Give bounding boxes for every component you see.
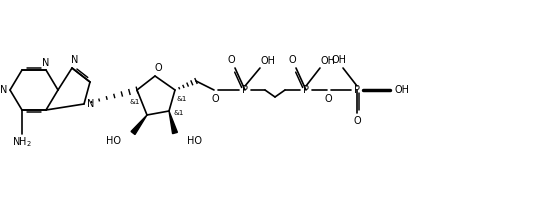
Text: P: P (354, 85, 360, 95)
Text: OH: OH (260, 56, 276, 66)
Text: OH: OH (321, 56, 335, 66)
Text: HO: HO (187, 136, 202, 146)
Text: OH: OH (394, 85, 410, 95)
Text: O: O (154, 63, 162, 73)
Text: O: O (353, 116, 361, 126)
Text: N: N (42, 58, 50, 68)
Text: OH: OH (331, 55, 346, 65)
Text: P: P (242, 85, 248, 95)
Text: O: O (227, 55, 235, 65)
Text: O: O (324, 94, 332, 104)
Text: N: N (71, 55, 79, 65)
Text: &1: &1 (130, 99, 140, 105)
Text: N: N (1, 85, 8, 95)
Text: &1: &1 (177, 96, 187, 102)
Text: O: O (288, 55, 296, 65)
Text: HO: HO (106, 136, 121, 146)
Polygon shape (169, 111, 177, 134)
Text: P: P (303, 85, 309, 95)
Polygon shape (131, 115, 147, 135)
Text: N: N (88, 99, 95, 109)
Text: &1: &1 (174, 110, 184, 116)
Text: NH$_2$: NH$_2$ (12, 135, 32, 149)
Text: O: O (211, 94, 219, 104)
